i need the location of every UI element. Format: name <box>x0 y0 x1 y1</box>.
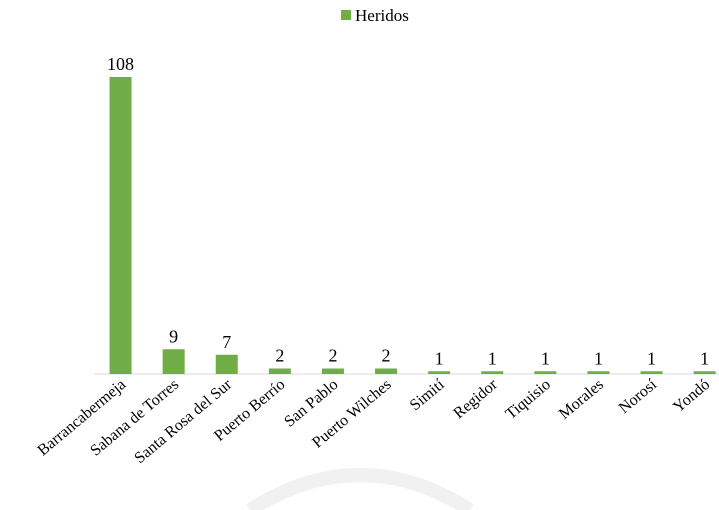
value-label: 1 <box>435 348 444 368</box>
x-tick-label: Yondó <box>670 376 713 416</box>
x-tick-label: Santa Rosa del Sur <box>131 376 235 467</box>
value-label: 1 <box>594 348 603 368</box>
watermark <box>246 468 474 510</box>
bar <box>428 371 451 374</box>
legend-swatch <box>341 10 351 20</box>
value-label: 108 <box>107 54 134 74</box>
value-label: 1 <box>488 348 497 368</box>
x-tick-label: Morales <box>556 376 607 423</box>
x-tick-label: Tiquisio <box>503 376 554 423</box>
value-label: 2 <box>382 346 391 366</box>
x-tick-label: Norosí <box>616 376 661 417</box>
bar <box>640 371 663 374</box>
value-label: 9 <box>169 326 178 346</box>
value-label: 1 <box>647 348 656 368</box>
bar <box>534 371 557 374</box>
bar <box>162 349 185 374</box>
value-label: 2 <box>275 346 284 366</box>
legend-label: Heridos <box>355 6 409 25</box>
bar <box>693 371 716 374</box>
x-tick-label: Simití <box>407 376 448 415</box>
bar <box>268 368 291 374</box>
value-label: 1 <box>541 348 550 368</box>
bar <box>481 371 504 374</box>
bar <box>375 368 398 374</box>
value-label: 1 <box>700 348 709 368</box>
bar <box>321 368 344 374</box>
x-tick-label: Sabana de Torres <box>87 376 182 460</box>
bar <box>215 354 238 374</box>
x-tick-label: Barrancabermeja <box>34 376 129 459</box>
value-label: 2 <box>328 346 337 366</box>
bar <box>587 371 610 374</box>
x-tick-label: Regidor <box>450 376 501 423</box>
bar <box>109 77 132 374</box>
value-label: 7 <box>222 332 231 352</box>
